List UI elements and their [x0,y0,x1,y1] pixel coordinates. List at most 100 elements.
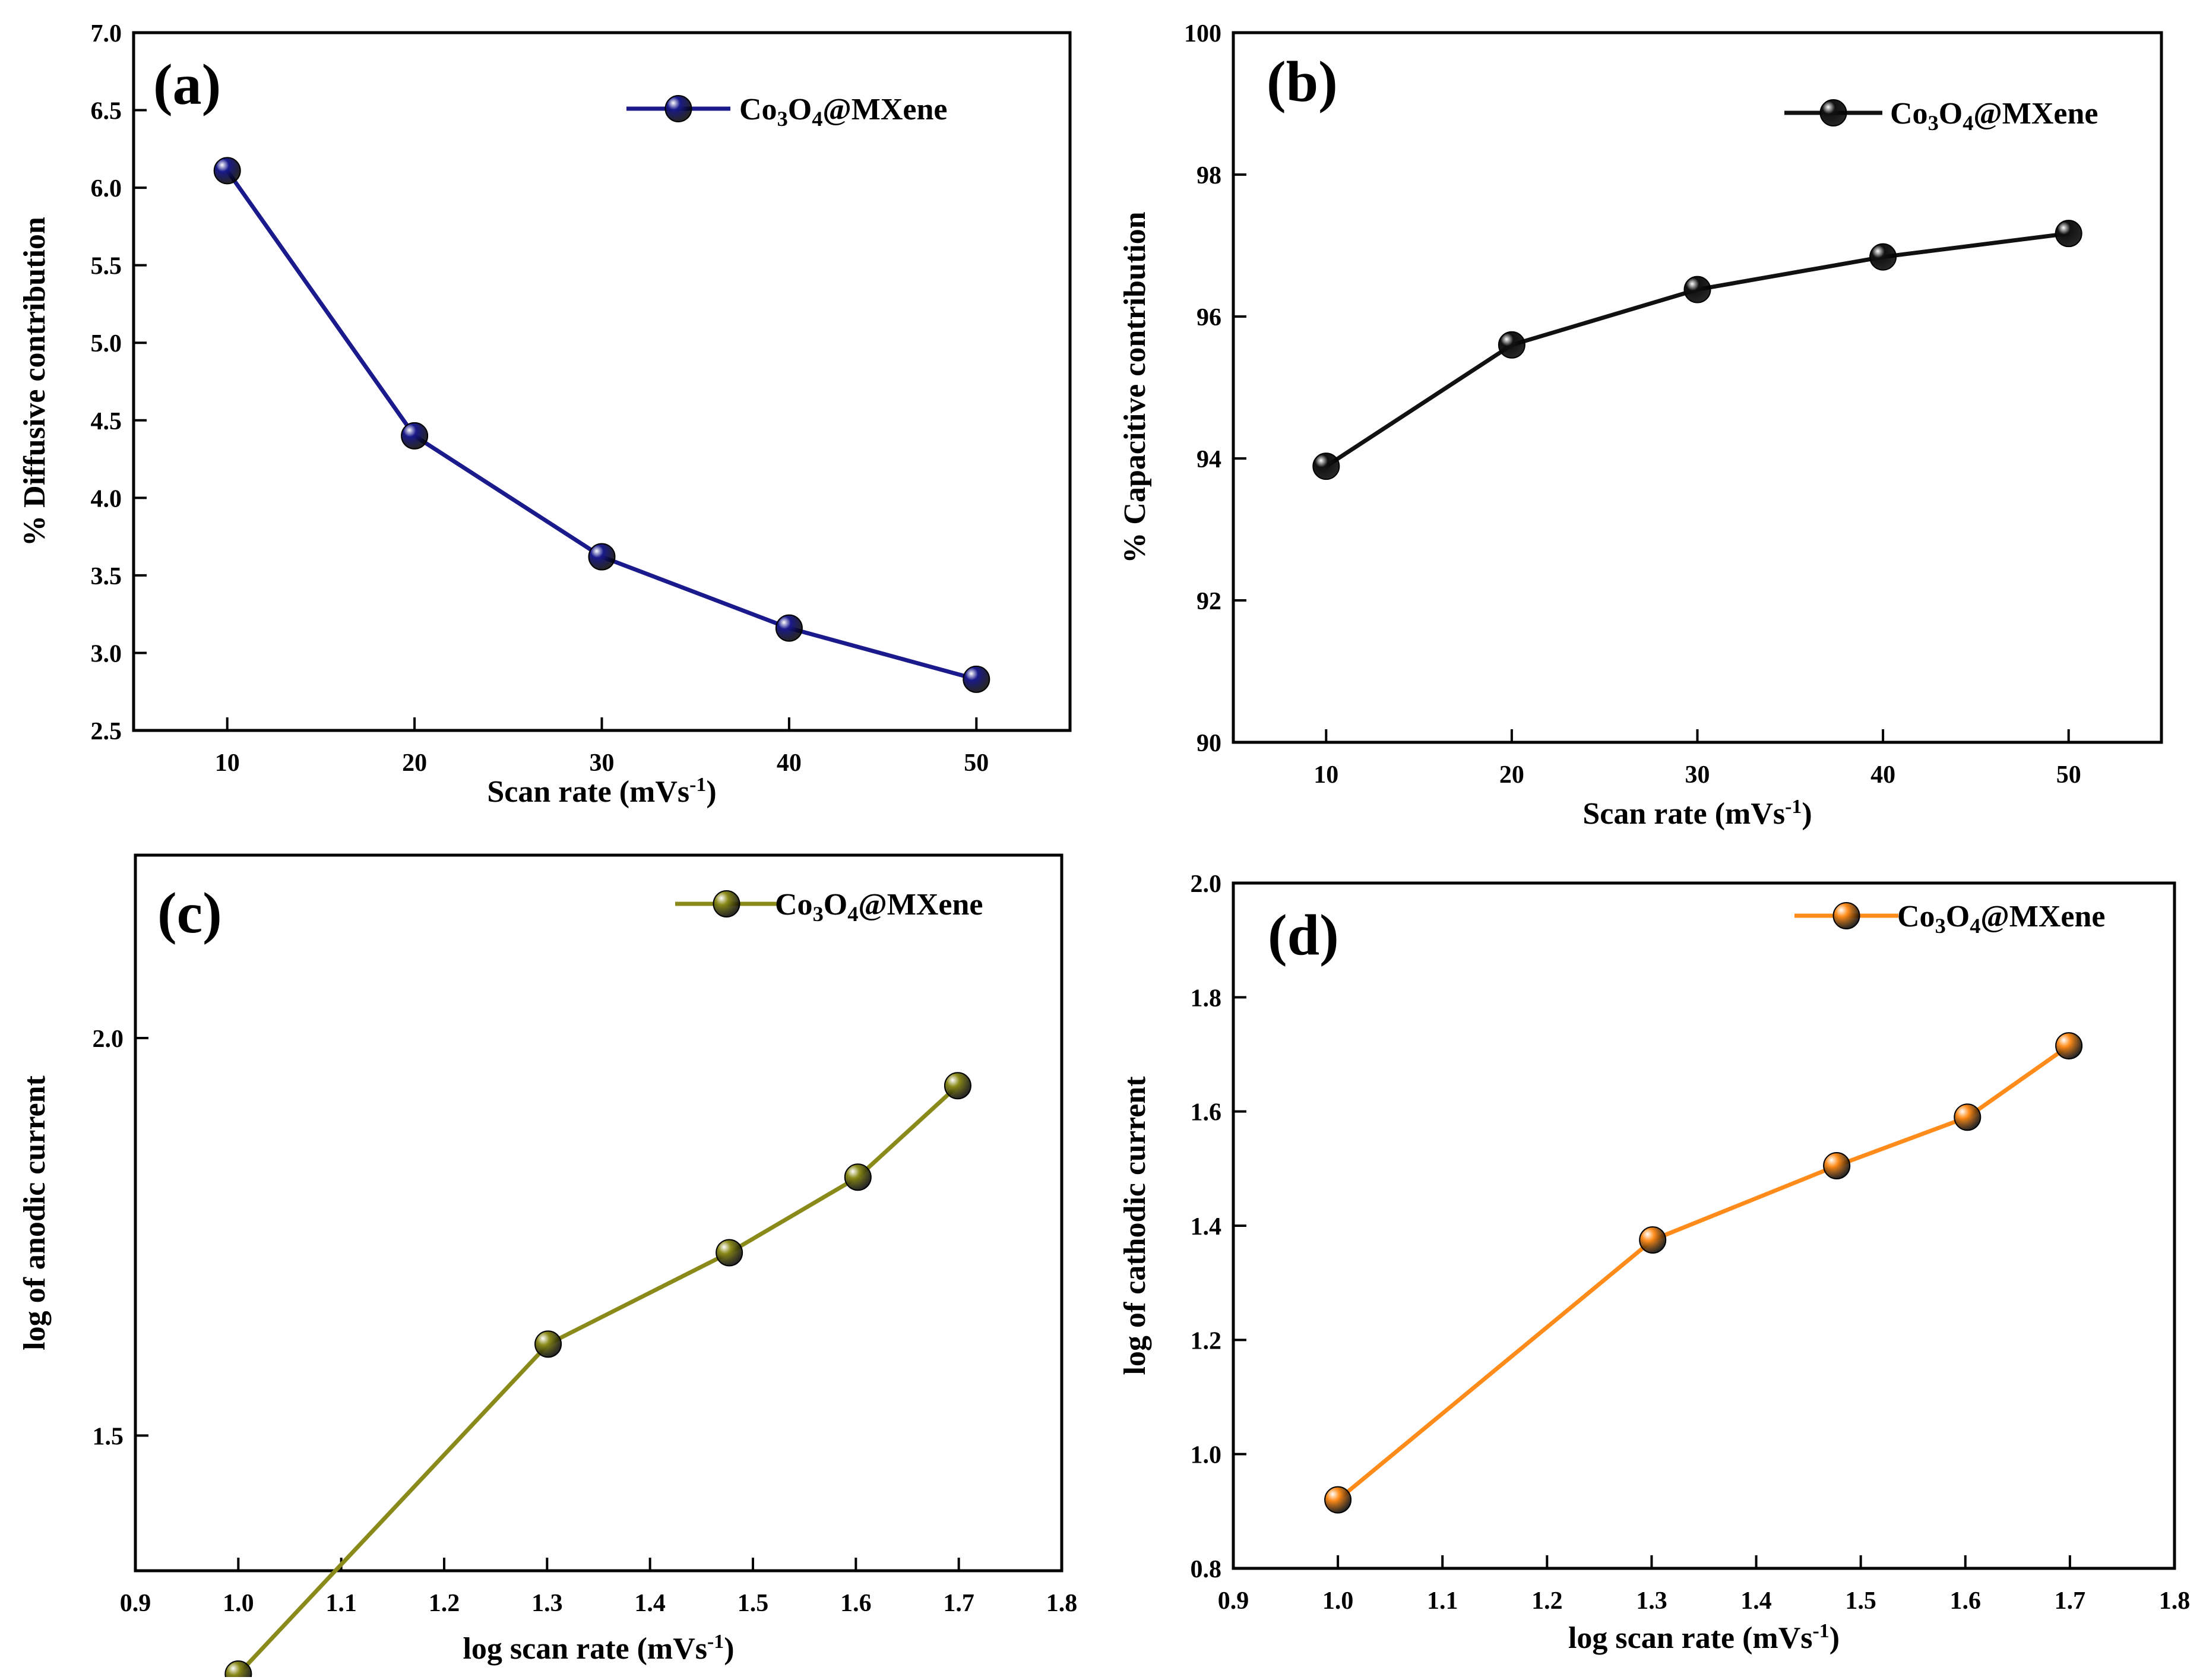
x-tick-label: 30 [590,749,615,777]
y-tick-label: 2.5 [91,718,122,745]
legend-label: Co3O4@MXene [739,93,948,131]
legend-label: Co3O4@MXene [1890,97,2098,135]
y-tick-label: 6.5 [91,98,122,125]
x-axis-label: Scan rate (mVs-1) [487,774,716,809]
x-tick-label: 10 [215,749,240,777]
data-point [1639,1226,1667,1254]
data-point [775,614,803,642]
y-tick-label: 3.5 [91,563,122,590]
y-axis-label: log of anodic current [18,1075,52,1350]
plot-frame [132,31,1072,732]
y-tick-label: 5.5 [91,253,122,280]
legend-marker [713,890,740,917]
panel-label: (b) [1267,50,1338,114]
x-tick-label: 1.3 [531,1590,563,1617]
x-tick-label: 1.2 [1531,1587,1563,1615]
legend-marker [664,95,692,122]
panel-label: (c) [157,881,222,945]
y-tick-label: 100 [1184,20,1221,48]
y-tick-label: 4.5 [91,408,122,435]
data-point [1312,453,1340,480]
legend-label: Co3O4@MXene [1897,900,2106,938]
y-tick-label: 1.2 [1191,1327,1222,1355]
plot-frame [1232,31,2163,744]
data-point [2055,220,2082,248]
legend-marker [1819,99,1847,126]
x-axis-label: log scan rate (mVs-1) [463,1631,734,1666]
data-point [1823,1152,1851,1180]
panel-a: 10 20 30 40 50 2.5 3.0 3.5 4.0 4.5 5.0 5.5 6.0 6.5 7.0… [18,20,1072,809]
y-tick-label: 1.6 [1191,1099,1222,1127]
data-point [1498,331,1525,359]
y-tick-label: 94 [1197,446,1221,473]
series-line [225,169,977,682]
x-axis-label: log scan rate (mVs-1) [1568,1620,1840,1656]
x-tick-label: 0.9 [1218,1587,1249,1615]
x-tick-label: 1.0 [223,1590,254,1617]
x-tick-label: 0.9 [120,1590,151,1617]
data-point [224,1660,252,1680]
x-tick-label: 1.1 [325,1590,357,1617]
x-tick-label: 1.5 [738,1590,769,1617]
x-tick-label: 1.5 [1845,1587,1876,1615]
y-tick-label: 7.0 [91,20,122,48]
x-tick-label: 20 [1499,761,1524,789]
y-tick-label: 1.8 [1191,985,1222,1012]
y-tick-label: 0.8 [1191,1556,1222,1583]
data-point [401,422,429,450]
data-point [2055,1032,2083,1060]
x-tick-label: 10 [1313,761,1338,789]
data-point [963,665,990,693]
y-tick-label: 2.0 [1191,871,1222,898]
y-tick-label: 98 [1197,162,1221,189]
x-tick-label: 1.2 [429,1590,460,1617]
panel-d: 0.9 1.0 1.1 1.2 1.3 1.4 1.5 1.6 1.7 1.8 0.8 1.0 1.2 1… [1118,871,2190,1655]
x-tick-label: 20 [402,749,427,777]
y-axis-label: % Diffusive contribution [18,217,52,546]
y-axis-label: % Capacitive contribution [1118,211,1152,563]
y-tick-label: 92 [1197,588,1221,615]
x-tick-label: 1.6 [1950,1587,1982,1615]
y-tick-label: 1.5 [93,1423,124,1450]
data-point [1869,243,1897,271]
y-tick-label: 1.4 [1191,1213,1222,1241]
x-tick-label: 1.8 [2159,1587,2191,1615]
x-tick-label: 1.4 [1740,1587,1772,1615]
x-tick-label: 30 [1685,761,1710,789]
data-point [1324,1486,1352,1514]
y-tick-label: 3.0 [91,640,122,667]
data-point [1683,276,1711,303]
x-tick-label: 1.0 [1322,1587,1354,1615]
x-tick-label: 1.7 [2055,1587,2086,1615]
y-tick-label: 5.0 [91,330,122,357]
x-axis-label: Scan rate (mVs-1) [1582,796,1812,831]
data-point [1954,1103,1982,1131]
plot-frame [1232,881,2176,1570]
data-point [944,1072,971,1100]
data-point [534,1330,562,1358]
x-tick-label: 1.1 [1427,1587,1458,1615]
y-tick-label: 96 [1197,304,1221,331]
x-tick-label: 1.4 [634,1590,666,1617]
y-axis-label: log of cathodic current [1118,1076,1152,1375]
y-tick-label: 1.0 [1191,1442,1222,1469]
data-point [588,543,616,571]
legend-label: Co3O4@MXene [775,888,983,926]
panel-label: (d) [1268,903,1339,967]
y-tick-label: 6.0 [91,175,122,203]
y-tick-label: 4.0 [91,485,122,512]
x-tick-label: 1.3 [1636,1587,1667,1615]
series-line [1325,231,2069,469]
data-point [213,157,241,185]
x-tick-label: 50 [2056,761,2081,789]
x-tick-label: 50 [964,749,989,777]
y-tick-label: 2.0 [93,1026,124,1053]
x-tick-label: 40 [777,749,802,777]
panel-c: 0.9 1.0 1.1 1.2 1.3 1.4 1.5 1.6 1.7 1.8 1.5 2.0 log … [18,853,1078,1680]
x-tick-label: 1.8 [1046,1590,1078,1617]
x-tick-label: 1.7 [943,1590,974,1617]
plot-frame [134,853,1063,1573]
y-tick-label: 90 [1197,730,1221,757]
data-point [844,1163,872,1191]
